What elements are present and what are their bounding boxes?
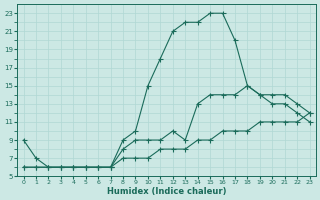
- X-axis label: Humidex (Indice chaleur): Humidex (Indice chaleur): [107, 187, 226, 196]
